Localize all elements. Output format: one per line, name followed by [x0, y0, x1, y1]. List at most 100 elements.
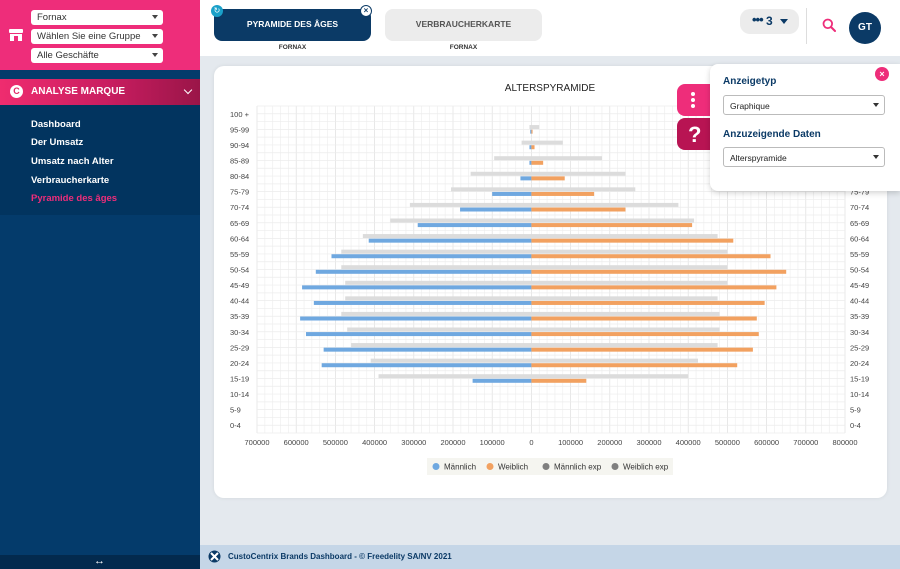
- bar-male-exp: [345, 280, 532, 285]
- y-tick-label-right: 70-74: [850, 203, 869, 212]
- bar-male-exp: [521, 140, 532, 145]
- bar-male-exp: [347, 327, 532, 332]
- sidebar-collapse-bar[interactable]: ↔: [0, 555, 200, 569]
- bar-male-exp: [362, 234, 532, 239]
- bar-male-exp: [341, 249, 532, 254]
- display-type-label: Anzeigetyp: [723, 76, 777, 87]
- brand-select[interactable]: Fornax: [31, 10, 163, 25]
- legend-box: [427, 458, 673, 475]
- chevron-down-icon: [152, 34, 158, 38]
- sidebar-item-umsatz-nach-alter[interactable]: Umsatz nach Alter: [31, 156, 114, 167]
- y-tick-label-left: 85-89: [230, 157, 249, 166]
- bar-male: [530, 129, 532, 134]
- legend-marker: [542, 463, 550, 470]
- bar-female: [531, 223, 693, 228]
- x-tick-label: 500000: [323, 438, 348, 447]
- y-tick-label-left: 75-79: [230, 188, 249, 197]
- chevron-down-icon: [873, 103, 879, 107]
- y-tick-label-right: 20-24: [850, 359, 869, 368]
- group-select-value: Wählen Sie eine Gruppe: [37, 31, 141, 42]
- x-tick-label: 800000: [832, 438, 857, 447]
- y-tick-label-left: 15-19: [230, 375, 249, 384]
- data-select-value: Alterspyramide: [730, 153, 787, 163]
- chevron-down-icon: [780, 19, 788, 24]
- close-tab-icon[interactable]: ×: [360, 5, 372, 17]
- tab-verbraucherkarte[interactable]: VERBRAUCHERKARTE: [385, 9, 542, 41]
- sidebar-item-dashboard[interactable]: Dashboard: [31, 119, 81, 130]
- x-tick-label: 100000: [558, 438, 583, 447]
- sidebar: Fornax Wählen Sie eine Gruppe Alle Gesch…: [0, 0, 200, 569]
- close-icon[interactable]: ×: [875, 67, 889, 81]
- bar-male: [492, 191, 532, 196]
- chart-title: ALTERSPYRAMIDE: [505, 83, 596, 94]
- search-icon[interactable]: [822, 18, 836, 32]
- bar-female-exp: [531, 358, 698, 363]
- y-tick-label-left: 70-74: [230, 203, 249, 212]
- bar-female: [531, 129, 533, 134]
- section-analyse-marque[interactable]: C ANALYSE MARQUE: [0, 79, 200, 105]
- tab-pyramide-sub: FORNAX: [278, 44, 307, 51]
- divider: [806, 8, 807, 44]
- bar-male-exp: [370, 358, 532, 363]
- bar-female: [531, 363, 738, 368]
- tab-pyramide[interactable]: ↻ PYRAMIDE DES ÂGES ×: [211, 5, 372, 41]
- sidebar-item-umsatz[interactable]: Der Umsatz: [31, 137, 84, 148]
- store-icon[interactable]: [8, 28, 24, 42]
- y-tick-label-right: 55-59: [850, 250, 869, 259]
- tab-verbraucherkarte-sub: FORNAX: [449, 44, 478, 51]
- more-tabs-count: 3: [766, 14, 773, 28]
- x-tick-label: 0: [529, 438, 533, 447]
- bar-male: [302, 285, 532, 290]
- chevron-down-icon: [152, 53, 158, 57]
- legend-label: Männlich exp: [554, 463, 602, 472]
- y-tick-label-right: 15-19: [850, 375, 869, 384]
- y-tick-label-right: 5-9: [850, 406, 861, 415]
- bar-male-exp: [470, 171, 532, 176]
- bar-female-exp: [531, 234, 718, 239]
- help-button[interactable]: ?: [677, 118, 713, 150]
- sidebar-item-pyramide[interactable]: Pyramide des âges: [31, 193, 118, 204]
- more-tabs-button[interactable]: ••• 3: [740, 9, 799, 34]
- bar-male-exp: [451, 187, 532, 192]
- expand-arrows-icon[interactable]: ↔: [94, 555, 105, 567]
- y-tick-label-left: 10-14: [230, 390, 249, 399]
- y-tick-label-right: 50-54: [850, 266, 869, 275]
- bar-female: [531, 238, 734, 243]
- bar-female-exp: [531, 156, 602, 161]
- y-tick-label-left: 35-39: [230, 312, 249, 321]
- tab-verbraucherkarte-label: VERBRAUCHERKARTE: [415, 19, 512, 29]
- bar-male: [331, 254, 532, 259]
- group-select[interactable]: Wählen Sie eine Gruppe: [31, 29, 163, 44]
- bar-female: [531, 207, 626, 212]
- y-tick-label-left: 80-84: [230, 172, 249, 181]
- bar-male: [472, 378, 532, 383]
- bar-male-exp: [529, 125, 532, 130]
- y-tick-label-right: 35-39: [850, 312, 869, 321]
- y-tick-label-right: 45-49: [850, 281, 869, 290]
- display-type-select[interactable]: Graphique: [723, 95, 885, 115]
- bar-female-exp: [531, 140, 563, 145]
- bar-male-exp: [351, 343, 532, 348]
- x-tick-label: 700000: [793, 438, 818, 447]
- x-tick-label: 500000: [715, 438, 740, 447]
- x-tick-label: 200000: [440, 438, 465, 447]
- data-select[interactable]: Alterspyramide: [723, 147, 885, 167]
- bar-female: [531, 191, 595, 196]
- bar-female-exp: [531, 202, 679, 207]
- store-select[interactable]: Alle Geschäfte: [31, 48, 163, 63]
- bar-male: [368, 238, 532, 243]
- y-tick-label-left: 5-9: [230, 406, 241, 415]
- y-tick-label-left: 45-49: [230, 281, 249, 290]
- bar-female-exp: [531, 218, 695, 223]
- x-tick-label: 300000: [636, 438, 661, 447]
- y-tick-label-right: 0-4: [850, 421, 861, 430]
- bar-male: [321, 363, 532, 368]
- refresh-icon[interactable]: ↻: [211, 5, 223, 17]
- x-tick-label: 400000: [676, 438, 701, 447]
- user-avatar[interactable]: GT: [849, 12, 881, 44]
- y-tick-label-right: 75-79: [850, 188, 869, 197]
- chart-options-button[interactable]: [677, 84, 713, 116]
- store-select-value: Alle Geschäfte: [37, 50, 99, 61]
- sidebar-item-verbraucherkarte[interactable]: Verbraucherkarte: [31, 175, 110, 186]
